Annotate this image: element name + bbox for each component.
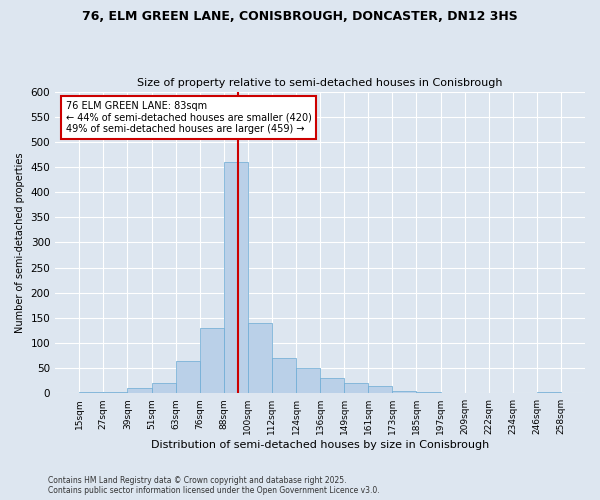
Text: 76, ELM GREEN LANE, CONISBROUGH, DONCASTER, DN12 3HS: 76, ELM GREEN LANE, CONISBROUGH, DONCAST…	[82, 10, 518, 23]
Bar	[79, 392, 103, 393]
Bar	[127, 388, 152, 393]
Bar	[392, 390, 416, 393]
Bar	[296, 368, 320, 393]
Bar	[368, 386, 392, 393]
Bar	[537, 392, 561, 393]
Bar	[248, 323, 272, 393]
Text: Contains HM Land Registry data © Crown copyright and database right 2025.
Contai: Contains HM Land Registry data © Crown c…	[48, 476, 380, 495]
Bar	[151, 383, 176, 393]
Bar	[344, 383, 368, 393]
Text: 76 ELM GREEN LANE: 83sqm
← 44% of semi-detached houses are smaller (420)
49% of : 76 ELM GREEN LANE: 83sqm ← 44% of semi-d…	[66, 100, 311, 134]
Bar	[224, 162, 248, 393]
Y-axis label: Number of semi-detached properties: Number of semi-detached properties	[15, 152, 25, 332]
Bar	[176, 360, 200, 393]
Bar	[272, 358, 296, 393]
Bar	[416, 392, 440, 393]
Bar	[200, 328, 224, 393]
Bar	[103, 392, 127, 393]
Bar	[320, 378, 344, 393]
Title: Size of property relative to semi-detached houses in Conisbrough: Size of property relative to semi-detach…	[137, 78, 503, 88]
X-axis label: Distribution of semi-detached houses by size in Conisbrough: Distribution of semi-detached houses by …	[151, 440, 489, 450]
